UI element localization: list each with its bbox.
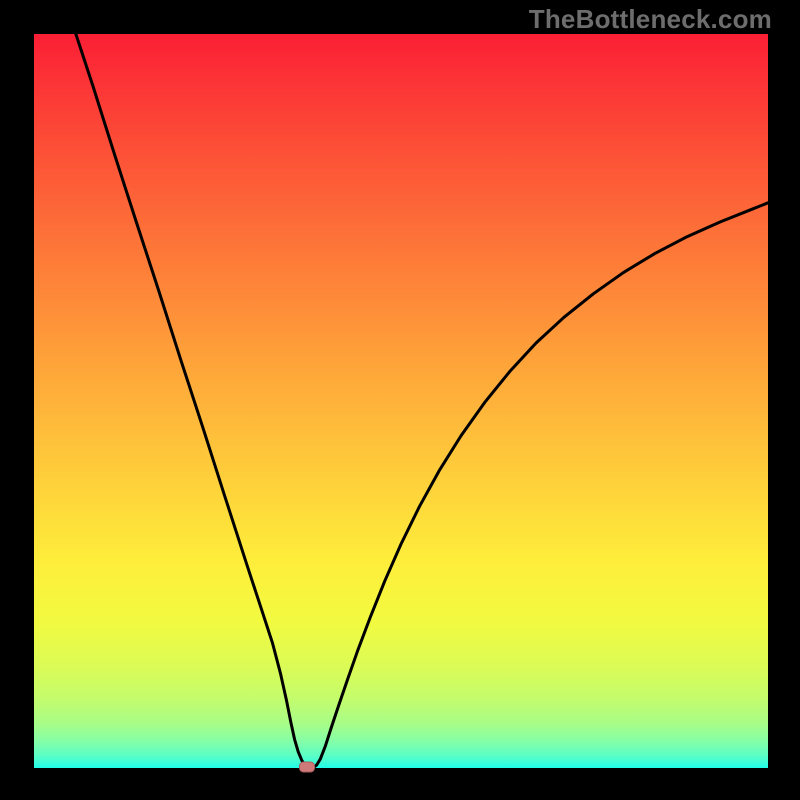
curve-svg <box>34 34 768 768</box>
watermark-label: TheBottleneck.com <box>529 4 772 35</box>
plot-area <box>34 34 768 768</box>
chart-stage: TheBottleneck.com <box>0 0 800 800</box>
minimum-marker <box>299 761 316 773</box>
